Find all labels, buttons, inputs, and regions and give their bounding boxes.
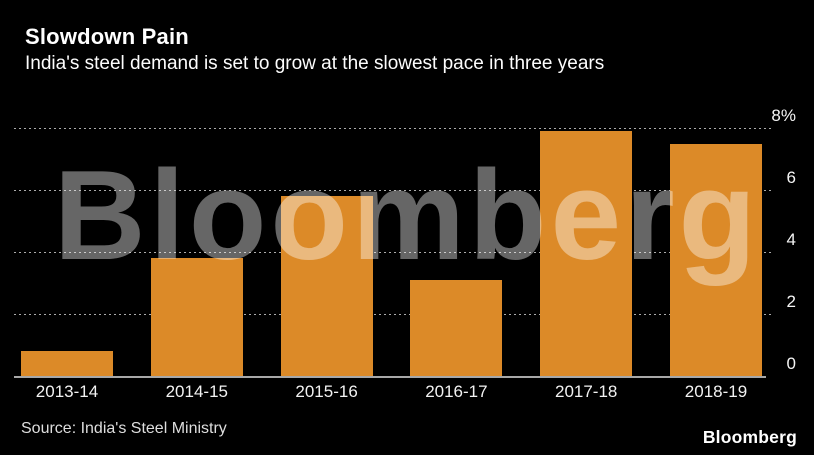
bar-2013-14 — [21, 351, 113, 376]
x-axis-labels: 2013-14 2014-15 2015-16 2016-17 2017-18 2018-… — [14, 382, 766, 402]
x-tick-2016-17: 2016-17 — [425, 382, 488, 401]
y-tick-6: 6 — [786, 168, 796, 187]
y-axis-labels: 8% 6 4 2 0 — [766, 106, 796, 376]
chart-subtitle: India's steel demand is set to grow at t… — [25, 53, 605, 74]
bar-2017-18 — [540, 131, 633, 376]
x-tick-2018-19: 2018-19 — [684, 382, 748, 401]
x-tick-2013-14: 2013-14 — [35, 382, 99, 401]
y-tick-0: 0 — [786, 354, 796, 373]
gridline-6 — [14, 190, 774, 191]
bar-2018-19 — [669, 143, 762, 376]
bar-series — [14, 128, 766, 376]
bloomberg-logo: Bloomberg — [702, 427, 797, 447]
gridline-4 — [14, 252, 774, 253]
y-tick-4: 4 — [786, 230, 796, 249]
chart-title: Slowdown Pain — [25, 24, 189, 49]
y-tick-8: 8% — [771, 106, 796, 125]
bar-2014-15 — [150, 258, 243, 376]
gridline-2 — [14, 314, 774, 315]
source-credit: Source: India's Steel Ministry — [21, 420, 227, 437]
bar-2016-17 — [410, 279, 503, 376]
x-tick-2015-16: 2015-16 — [295, 382, 358, 401]
bar-2015-16 — [280, 196, 373, 376]
plot-area — [14, 128, 774, 378]
gridline-8 — [14, 128, 774, 129]
y-tick-2: 2 — [786, 292, 796, 311]
x-tick-2014-15: 2014-15 — [165, 382, 228, 401]
x-tick-2017-18: 2017-18 — [554, 382, 618, 401]
